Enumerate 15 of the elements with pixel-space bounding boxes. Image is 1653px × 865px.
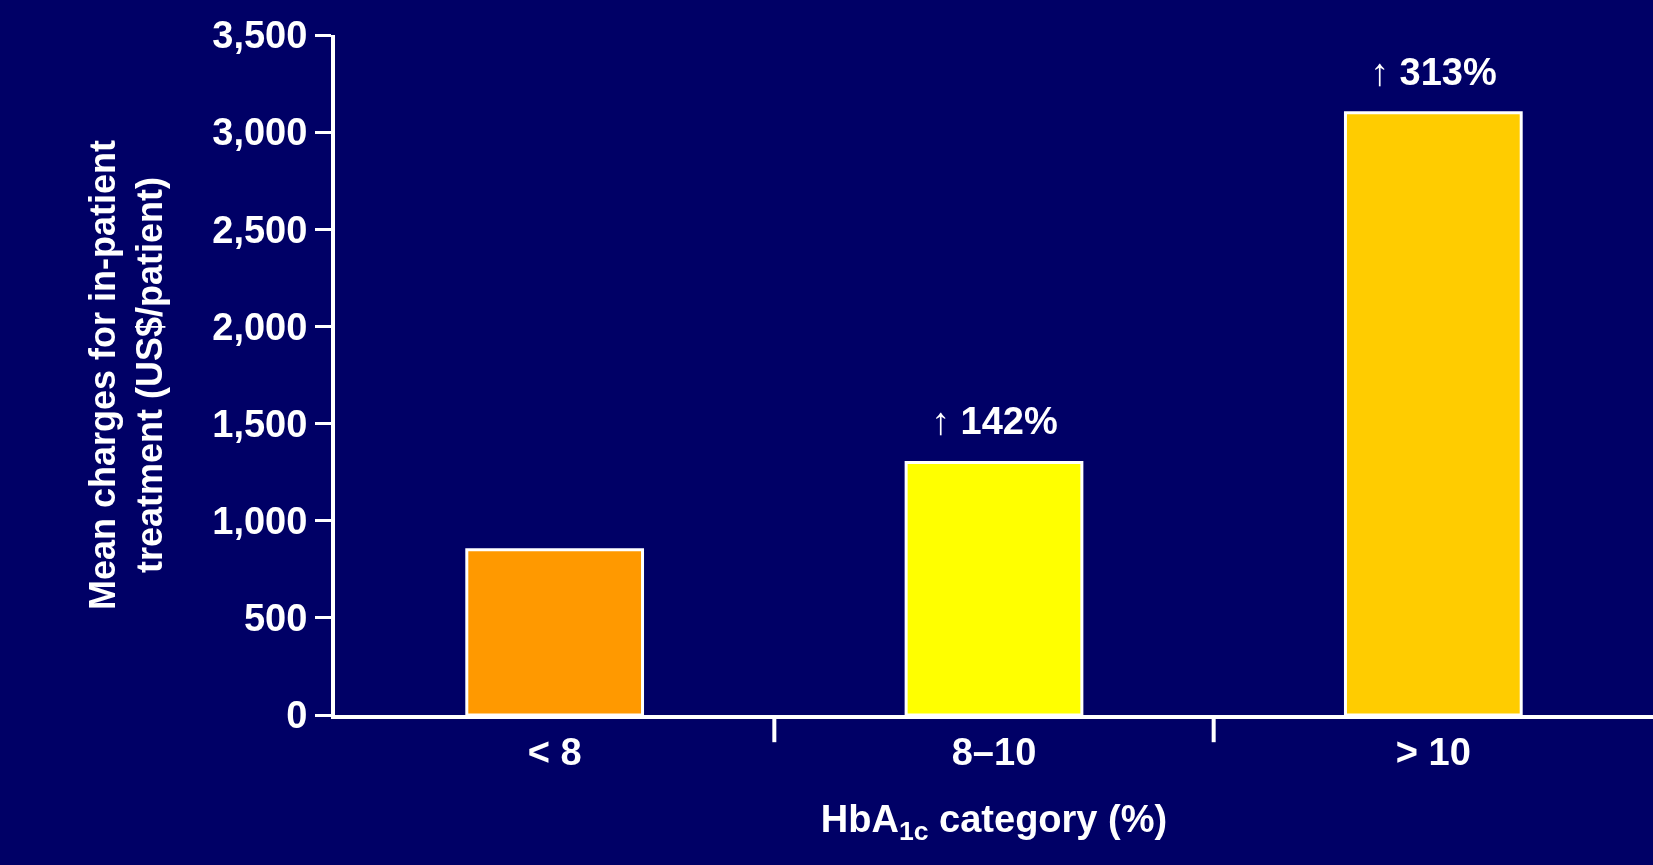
- y-tick-label: 2,000: [212, 305, 308, 348]
- x-tick-label: 8–10: [951, 730, 1037, 773]
- y-tick-label: 1,500: [212, 402, 308, 445]
- y-tick-label: 1,000: [212, 500, 308, 543]
- annotation: ↑ 313%: [1370, 51, 1497, 93]
- y-tick-label: 2,500: [212, 208, 308, 251]
- x-tick-label: > 10: [1395, 730, 1471, 773]
- annotation: ↑ 142%: [931, 400, 1058, 442]
- x-tick-label: < 8: [527, 730, 582, 773]
- y-tick-label: 3,500: [212, 14, 308, 57]
- y-axis-title: Mean charges for in-patient treatment (US$/patient): [81, 139, 170, 611]
- y-tick-label: 0: [286, 694, 308, 737]
- x-axis-title: HbA$_{1c}$ category (%): [820, 798, 1168, 847]
- y-tick-label: 500: [243, 597, 308, 640]
- y-tick-label: 3,000: [212, 111, 308, 154]
